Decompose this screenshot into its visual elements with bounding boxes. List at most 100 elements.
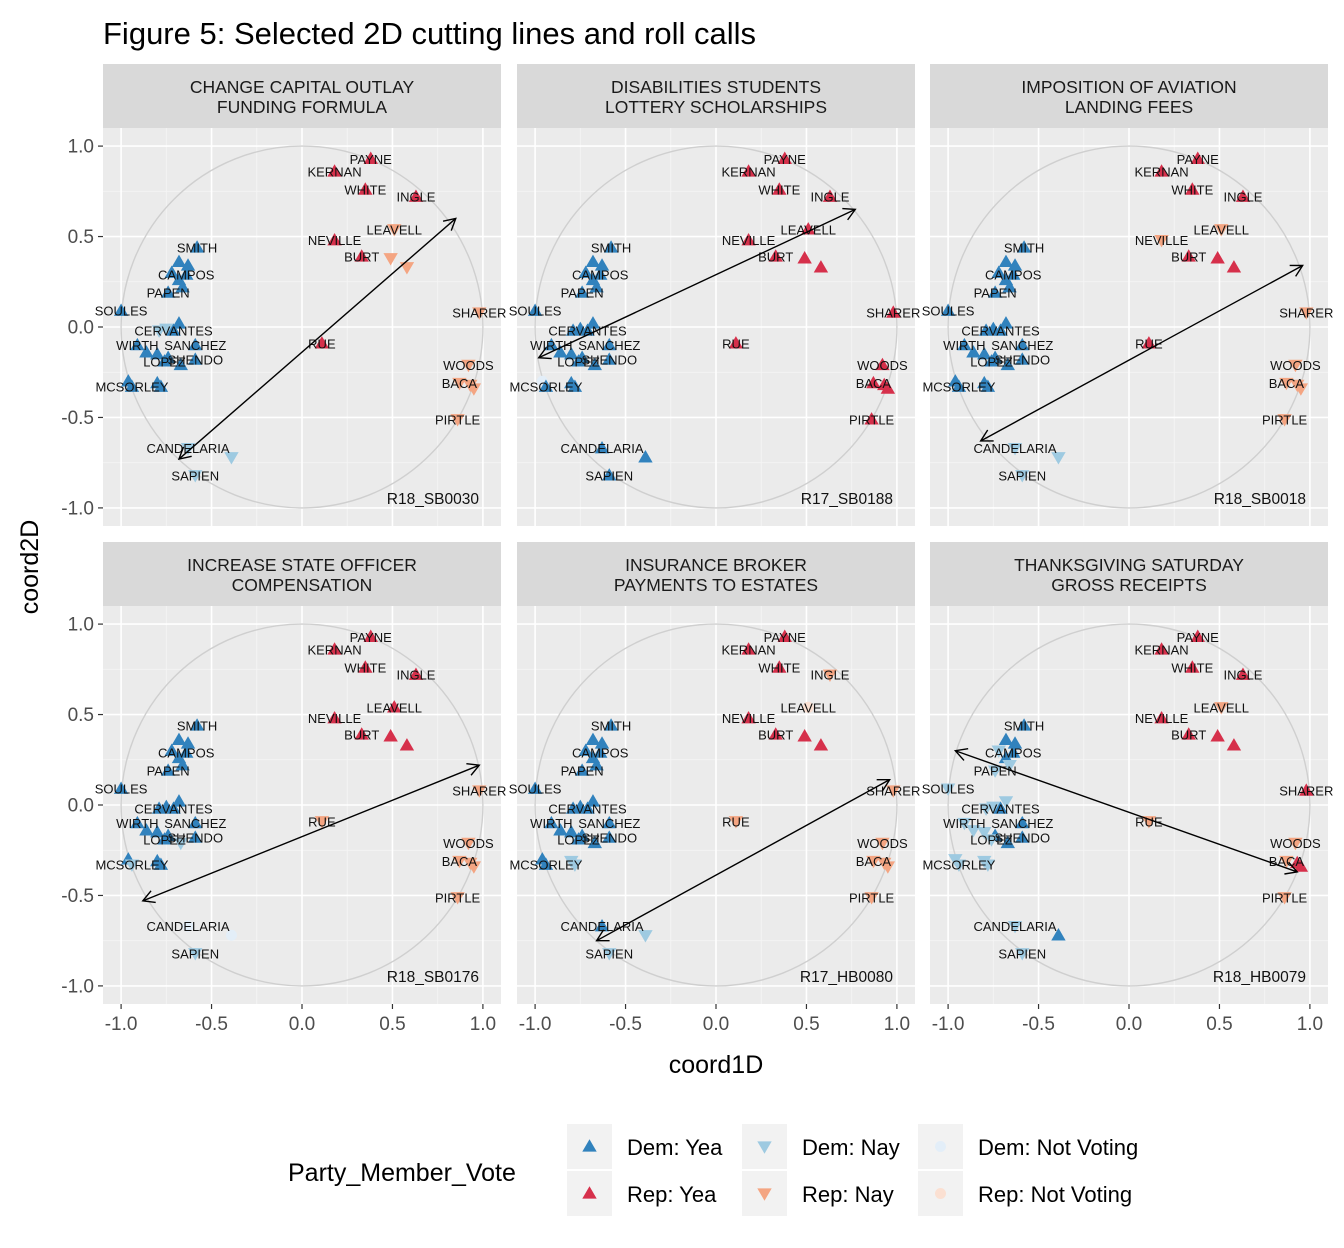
vote-marker-r-burt2 (1210, 251, 1225, 264)
vote-marker-lopez (571, 832, 586, 845)
unit-circle (534, 623, 898, 987)
legislator-label-white: WHITE (1171, 661, 1213, 676)
vote-marker-wirth (544, 815, 559, 829)
legend: Party_Member_Vote Dem: Yea Rep: Yea Dem: N… (288, 1124, 1138, 1216)
legislator-label-wirth: WIRTH (116, 816, 158, 831)
vote-marker-smith (1016, 240, 1032, 253)
legislator-label-sapien: SAPIEN (998, 468, 1046, 483)
legislator-label-wirth: WIRTH (530, 338, 572, 353)
legislator-label-baca: BACA (442, 854, 478, 869)
vote-marker-campos (593, 745, 608, 758)
vote-marker-ingle (408, 189, 424, 202)
cutting-line (177, 217, 457, 461)
vote-marker-d-lo1 (139, 345, 154, 358)
panel-title-line: DISABILITIES STUDENTS (611, 77, 821, 97)
legislator-label-rue: RUE (722, 336, 750, 351)
legislator-label-soules: SOULES (509, 304, 562, 319)
vote-marker-d-sm3 (594, 736, 610, 749)
legislator-label-ingle: INGLE (1223, 190, 1262, 205)
vote-marker-sharer (1299, 307, 1314, 320)
legend-label: Dem: Yea (627, 1135, 723, 1160)
x-tick-label: -1.0 (105, 1014, 138, 1035)
legislator-label-campos: CAMPOS (158, 746, 215, 761)
x-axis-ticks: -1.0 -0.5 0.0 0.5 1.0 (932, 1004, 1323, 1035)
vote-marker-soules (113, 303, 129, 316)
vote-marker-pirtle (864, 412, 879, 425)
vote-marker-papen (987, 285, 1003, 298)
cutting-line (979, 264, 1304, 442)
vote-marker-wirth (544, 337, 559, 351)
legislator-label-shendo: SHENDO (581, 353, 637, 368)
legislator-label-woods: WOODS (443, 836, 494, 851)
figure-title: Figure 5: Selected 2D cutting lines and … (103, 16, 756, 51)
rollcall-id: R17_HB0080 (800, 969, 893, 986)
legislator-label-neville: NEVILLE (308, 233, 362, 248)
vote-marker-payne (363, 629, 378, 642)
legislator-label-rue: RUE (1135, 814, 1163, 829)
vote-marker-neville (741, 710, 756, 724)
vote-marker-papen (574, 285, 590, 298)
legend-label: Dem: Nay (802, 1135, 900, 1160)
vote-marker-sharer (472, 307, 487, 320)
legislator-label-campos: CAMPOS (985, 746, 1042, 761)
strip-background (517, 542, 915, 606)
legislator-label-woods: WOODS (443, 358, 494, 373)
vote-marker-payne (777, 151, 792, 164)
legislator-label-neville: NEVILLE (1135, 233, 1189, 248)
vote-marker-burt (768, 727, 783, 740)
legislator-label-soules: SOULES (509, 782, 562, 797)
legislator-label-smith: SMITH (591, 718, 631, 733)
legislator-label-candelaria: CANDELARIA (973, 919, 1056, 934)
vote-marker-rue (1141, 816, 1157, 829)
vote-marker-soules (113, 781, 129, 794)
legislator-label-sapien: SAPIEN (585, 946, 633, 961)
x-axis-ticks: -1.0 -0.5 0.0 0.5 1.0 (105, 1004, 496, 1035)
panel-title-line: LANDING FEES (1065, 97, 1193, 117)
vote-marker-mcsorley (951, 859, 967, 872)
legislator-label-mcsorley: MCSORLEY (922, 380, 995, 395)
vote-marker-neville (1154, 234, 1169, 248)
legislator-label-sanchez: SANCHEZ (578, 816, 640, 831)
vote-marker-r-burt2 (383, 729, 398, 742)
vote-marker-soules (940, 303, 956, 316)
legislator-label-payne: PAYNE (1177, 152, 1219, 167)
vote-marker-burt (1181, 727, 1196, 740)
vote-marker-candelaria (182, 920, 194, 932)
vote-marker-candelaria (1007, 443, 1023, 456)
legislator-label-cervantes: CERVANTES (961, 802, 1040, 817)
legislator-label-leavell: LEAVELL (781, 700, 836, 715)
vote-marker-wirth (957, 817, 972, 831)
cutting-line (953, 747, 1299, 875)
vote-marker-lopez (984, 354, 999, 367)
legislator-label-campos: CAMPOS (158, 268, 215, 283)
y-tick-label: 0.5 (68, 227, 94, 248)
legislator-label-papen: PAPEN (147, 764, 190, 779)
legislator-label-sharer: SHARER (866, 784, 920, 799)
legislator-label-white: WHITE (344, 183, 386, 198)
strip-background (517, 64, 915, 128)
vote-marker-d-ca3 (164, 743, 179, 756)
legislator-label-sanchez: SANCHEZ (578, 338, 640, 353)
legislator-label-ingle: INGLE (396, 668, 435, 683)
vote-markers (940, 151, 1314, 483)
panel-title-line: IMPOSITION OF AVIATION (1021, 77, 1236, 97)
vote-marker-d-pa2 (175, 280, 190, 293)
legislator-label-lopez: LOPEZ (970, 832, 1013, 847)
legislator-label-woods: WOODS (857, 358, 908, 373)
vote-markers (113, 629, 487, 961)
vote-marker-d-ce3 (565, 323, 581, 336)
unit-circle (120, 623, 484, 987)
legislator-label-baca: BACA (856, 854, 892, 869)
panel-title-line: THANKSGIVING SATURDAY (1014, 555, 1244, 575)
vote-marker-legend-dv (935, 1141, 946, 1152)
legislator-label-leavell: LEAVELL (367, 700, 422, 715)
panel-title-line: INCREASE STATE OFFICER (187, 555, 417, 575)
legislator-label-soules: SOULES (95, 782, 148, 797)
legislator-label-kernan: KERNAN (721, 642, 775, 657)
cutting-line (537, 207, 857, 360)
vote-marker-cervantes (166, 801, 181, 814)
vote-marker-mcsorley (538, 379, 554, 392)
vote-marker-kernan (1154, 642, 1169, 655)
